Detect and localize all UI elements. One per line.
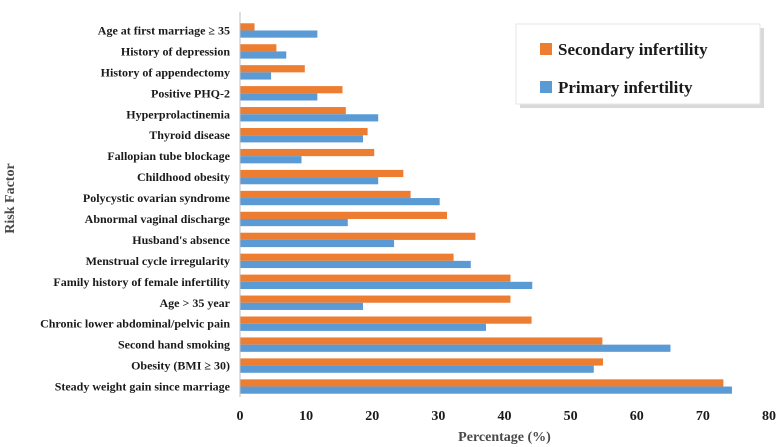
bar-secondary-13 bbox=[240, 295, 511, 303]
bar-primary-11 bbox=[240, 260, 471, 269]
category-label: Age at first marriage ≥ 35 bbox=[98, 23, 230, 37]
bar-secondary-16 bbox=[240, 358, 604, 366]
bar-primary-9 bbox=[240, 218, 348, 227]
category-label: Age > 35 year bbox=[160, 296, 231, 310]
x-tick-label: 10 bbox=[299, 409, 313, 424]
category-label: Childhood obesity bbox=[137, 170, 230, 184]
x-tick-label: 80 bbox=[762, 409, 776, 424]
category-label: Fallopian tube blockage bbox=[107, 149, 230, 163]
legend-box bbox=[515, 23, 761, 105]
bar-primary-8 bbox=[240, 198, 440, 206]
bar-primary-13 bbox=[240, 302, 363, 310]
x-tick-label: 70 bbox=[696, 409, 710, 424]
x-tick-label: 40 bbox=[498, 409, 512, 424]
legend-swatch-secondary bbox=[540, 43, 552, 55]
legend: Secondary infertility Primary infertility bbox=[515, 23, 764, 108]
category-label: Menstrual cycle irregularity bbox=[86, 254, 230, 268]
bar-secondary-5 bbox=[240, 127, 368, 136]
x-tick-label: 60 bbox=[630, 409, 644, 424]
bar-primary-7 bbox=[240, 177, 379, 185]
category-label: History of appendectomy bbox=[101, 65, 230, 79]
bar-secondary-8 bbox=[240, 190, 411, 199]
bar-primary-5 bbox=[240, 135, 363, 143]
legend-label-secondary: Secondary infertility bbox=[558, 40, 708, 59]
x-tick-label: 20 bbox=[365, 409, 379, 424]
bar-primary-15 bbox=[240, 344, 671, 352]
category-label: Thyroid disease bbox=[149, 128, 230, 142]
bar-primary-6 bbox=[240, 156, 302, 164]
category-label: Hyperprolactinemia bbox=[126, 107, 230, 121]
bar-secondary-11 bbox=[240, 253, 454, 261]
x-tick-label: 0 bbox=[237, 409, 244, 424]
x-tick-label: 30 bbox=[431, 409, 445, 424]
bar-secondary-4 bbox=[240, 107, 346, 115]
x-axis-title: Percentage (%) bbox=[458, 430, 551, 445]
bar-secondary-7 bbox=[240, 169, 404, 178]
bar-primary-10 bbox=[240, 239, 395, 248]
bar-secondary-15 bbox=[240, 337, 603, 345]
bar-primary-12 bbox=[240, 281, 533, 290]
category-label: History of depression bbox=[121, 44, 230, 58]
category-label: Second hand smoking bbox=[118, 338, 230, 352]
bar-secondary-12 bbox=[240, 274, 511, 282]
bar-primary-4 bbox=[240, 114, 379, 122]
y-axis-title: Risk Factor bbox=[3, 163, 18, 233]
category-label: Chronic lower abdominal/pelvic pain bbox=[40, 317, 230, 331]
bar-primary-14 bbox=[240, 323, 486, 331]
bar-primary-2 bbox=[240, 72, 272, 80]
bar-secondary-1 bbox=[240, 44, 277, 52]
bar-secondary-0 bbox=[240, 23, 255, 31]
category-label: Family history of female infertility bbox=[53, 275, 230, 289]
bar-primary-17 bbox=[240, 386, 732, 394]
bar-secondary-3 bbox=[240, 86, 343, 94]
category-label: Positive PHQ-2 bbox=[151, 86, 230, 100]
category-label: Husband's absence bbox=[132, 233, 230, 247]
bar-primary-3 bbox=[240, 93, 318, 101]
bar-secondary-2 bbox=[240, 65, 305, 73]
category-label: Abnormal vaginal discharge bbox=[85, 212, 231, 226]
bars-group bbox=[240, 23, 732, 394]
legend-label-primary: Primary infertility bbox=[558, 78, 693, 97]
x-tick-label: 50 bbox=[564, 409, 578, 424]
bar-secondary-10 bbox=[240, 232, 476, 240]
category-labels: Age at first marriage ≥ 35 History of dep… bbox=[40, 23, 231, 393]
category-label: Steady weight gain since marriage bbox=[55, 380, 231, 394]
bar-secondary-17 bbox=[240, 379, 724, 387]
bar-primary-1 bbox=[240, 51, 287, 59]
bar-secondary-6 bbox=[240, 148, 375, 157]
bar-primary-0 bbox=[240, 30, 318, 38]
x-tick-labels: 0 10 20 30 40 50 60 70 80 bbox=[237, 409, 777, 424]
bar-secondary-14 bbox=[240, 316, 532, 324]
category-label: Obesity (BMI ≥ 30) bbox=[131, 359, 230, 373]
category-label: Polycystic ovarian syndrome bbox=[83, 191, 231, 205]
bar-primary-16 bbox=[240, 365, 594, 373]
legend-swatch-primary bbox=[540, 81, 552, 93]
bar-secondary-9 bbox=[240, 211, 447, 219]
